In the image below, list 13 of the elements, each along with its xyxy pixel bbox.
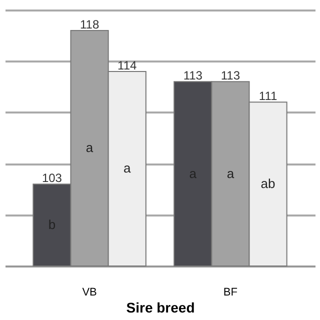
x-tick-label: VB	[82, 286, 97, 298]
data-label: 103	[42, 171, 62, 186]
data-label: 111	[258, 89, 278, 104]
annotation: ab	[260, 176, 276, 192]
data-label: 113	[220, 68, 240, 83]
annotation: a	[124, 160, 132, 176]
data-label: 113	[183, 68, 203, 83]
x-tick-label: BF	[223, 286, 238, 298]
x-axis-title: Sire breed	[126, 300, 195, 316]
annotation: a	[226, 166, 235, 181]
annotation: a	[86, 140, 94, 156]
data-label: 114	[118, 58, 138, 72]
data-label: 118	[80, 17, 100, 32]
